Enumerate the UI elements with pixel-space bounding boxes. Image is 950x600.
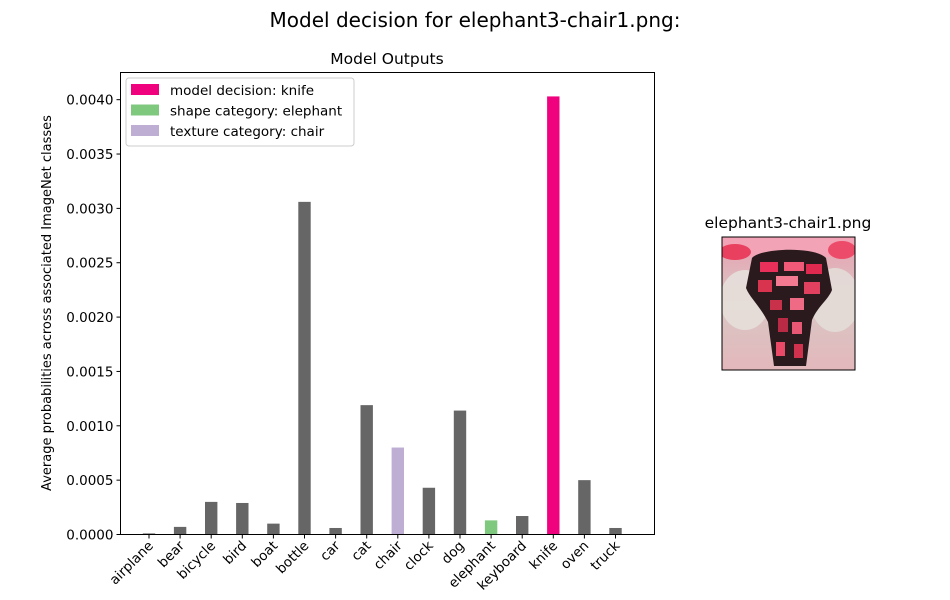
x-tick-label: oven: [557, 538, 592, 573]
bar-keyboard: [516, 516, 529, 535]
legend-label: shape category: elephant: [170, 104, 342, 120]
bar-series: [142, 96, 622, 535]
x-tick-label: bird: [220, 538, 250, 568]
y-axis: 0.0000 0.0005 0.0010 0.0015 0.0020 0.0025 0.00…: [66, 93, 121, 544]
stimulus-image-frame: [721, 236, 856, 371]
x-tick-label: car: [317, 538, 344, 565]
y-tick-label: 0.0010: [66, 419, 113, 435]
legend-swatch: [131, 104, 159, 116]
bar-airplane: [142, 533, 156, 535]
legend-box: [125, 77, 355, 147]
x-tick-label: truck: [588, 538, 624, 574]
bar-truck: [609, 527, 622, 535]
x-tick-label: knife: [526, 538, 561, 573]
legend-swatch: [131, 84, 159, 95]
y-axis-label: Average probabilities across associated …: [40, 115, 55, 491]
y-tick-label: 0.0035: [66, 147, 113, 163]
legend: model decision: knife shape category: ele…: [125, 77, 355, 147]
figure-title: Model decision for elephant3-chair1.png:: [269, 8, 681, 32]
x-tick-label: bottle: [273, 538, 312, 577]
stimulus-image: [722, 237, 855, 370]
y-tick-label: 0.0000: [66, 528, 113, 544]
bar-cat: [360, 405, 373, 535]
bar-car: [329, 527, 342, 535]
x-tick-label: chair: [371, 538, 406, 573]
y-tick-label: 0.0015: [66, 364, 113, 380]
y-tick-label: 0.0020: [66, 310, 113, 326]
y-tick-label: 0.0025: [66, 256, 113, 272]
bar-knife: [547, 96, 560, 535]
bar-bird: [236, 502, 249, 535]
chart-title: Model Outputs: [330, 50, 443, 68]
legend-swatch: [131, 125, 159, 136]
bar-bottle: [298, 201, 311, 535]
plot-frame: [120, 72, 655, 535]
legend-label: model decision: knife: [170, 83, 314, 99]
legend-label: texture category: chair: [170, 124, 325, 140]
y-tick-label: 0.0030: [66, 201, 113, 217]
image-title: elephant3-chair1.png: [705, 214, 872, 232]
bar-oven: [578, 480, 591, 535]
x-tick-label: airplane: [107, 538, 157, 588]
bar-elephant: [484, 520, 498, 535]
bar-bicycle: [205, 501, 218, 535]
bar-chair: [391, 447, 404, 535]
bar-boat: [267, 523, 280, 535]
x-tick-label: cat: [348, 538, 374, 564]
bar-clock: [422, 487, 436, 535]
bar-dog: [453, 410, 467, 535]
bar-bear: [173, 526, 187, 535]
y-tick-label: 0.0005: [66, 473, 113, 489]
x-tick-label: clock: [401, 538, 437, 574]
y-tick-label: 0.0040: [66, 93, 113, 109]
